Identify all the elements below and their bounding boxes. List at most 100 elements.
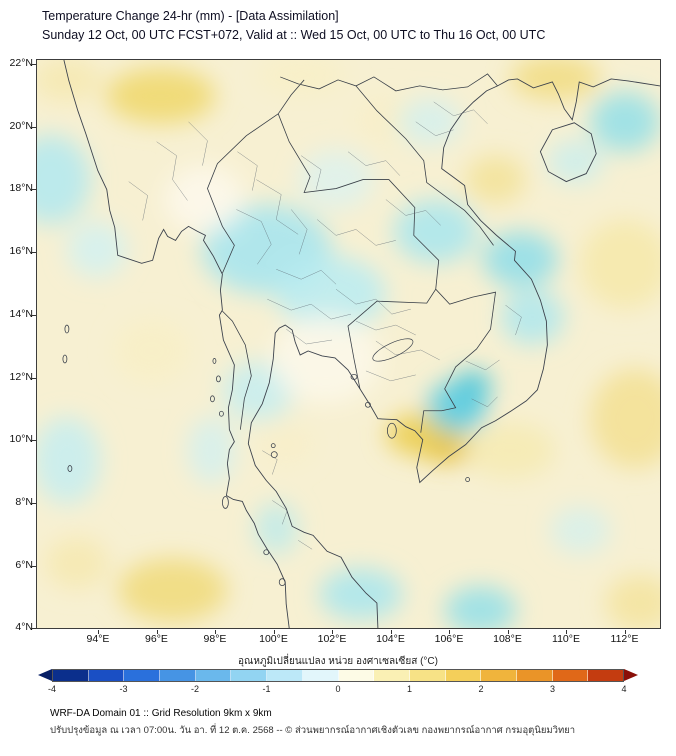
coastline [63,60,660,628]
colorbar-left-arrow [38,669,52,681]
lat-tick-label: 20°N [9,119,33,132]
field-blob [580,219,660,310]
model-info: WRF-DA Domain 01 :: Grid Resolution 9km … [50,708,272,719]
colorbar-right-arrow [624,669,638,681]
weather-map [36,59,661,629]
lat-tick-mark [31,502,36,504]
lat-tick-label: 14°N [9,307,33,320]
colorbar-segment [88,670,125,681]
field-blob [465,422,556,479]
colorbar-segment [552,670,589,681]
update-info: ปรับปรุงข้อมูล ณ เวลา 07:00น. วัน อา. ที… [50,725,576,736]
colorbar-tick-labels: -4 -3 -2 -1 0 1 2 3 4 [48,684,627,696]
colorbar-segment [588,670,623,681]
colorbar-segment [195,670,232,681]
colorbar-segment [267,670,303,681]
field-blob [117,558,228,623]
field-blob [500,289,565,345]
lon-tick-mark [566,630,567,634]
colorbar-tick-label: -1 [262,684,271,694]
temperature-field [37,60,660,628]
field-blob [256,60,346,95]
colorbar-title: อุณหภูมิเปลี่ยนแปลง หน่วย องศาเซลเซียส (… [238,656,438,667]
lat-tick-label: 6°N [15,558,33,571]
lon-tick-label: 108°E [493,633,522,645]
lat-tick-mark [31,565,36,567]
lat-tick-mark [31,189,36,191]
field-blob [258,423,315,464]
field-blob [298,149,374,210]
lon-tick-mark [273,630,275,634]
field-blob [37,134,91,225]
map-title: Temperature Change 24-hr (mm) - [Data As… [42,9,339,23]
map-canvas [37,60,660,628]
field-blob [393,199,478,264]
field-blob [113,319,190,383]
lat-tick-label: 8°N [15,495,33,508]
lat-tick-label: 4°N [15,621,33,634]
islands [62,324,471,587]
field-blob [66,221,127,278]
lat-tick-mark [31,628,36,630]
field-blob [44,537,109,590]
colorbar-tick-label: 3 [549,684,556,694]
field-blob [605,575,660,628]
colorbar-tick-label: -2 [190,684,200,694]
map-subtitle: Sunday 12 Oct, 00 UTC FCST+072, Valid at… [42,28,546,42]
colorbar-gradient [52,669,624,682]
colorbar-segment [445,670,482,681]
field-blob [590,368,660,469]
lat-tick-label: 22°N [9,57,33,69]
lon-tick-label: 98°E [203,633,227,645]
lat-tick-label: 18°N [9,182,33,195]
lat-tick-mark [31,252,36,254]
colorbar-tick-label: 0 [335,684,341,694]
colorbar-tick-label: -3 [119,684,128,694]
lat-tick-mark [31,440,36,442]
field-blob [254,502,299,555]
field-blob [590,91,660,152]
lon-tick-label: 104°E [376,633,405,645]
field-blob [423,437,472,464]
field-blob [105,67,216,124]
colorbar-segment [302,670,339,681]
field-blob [271,314,381,404]
lat-tick-mark [31,377,36,379]
colorbar-tick-label: 1 [406,684,413,694]
colorbar: อุณหภูมิเปลี่ยนแปลง หน่วย องศาเซลเซียส (… [38,654,638,696]
colorbar-segment [481,670,517,681]
lon-tick-mark [507,630,509,634]
lat-tick-label: 12°N [9,370,33,383]
field-blob [455,369,492,400]
colorbar-segment [160,670,196,681]
colorbar-segment [231,670,268,681]
colorbar-segment [53,670,89,681]
field-blob [547,139,604,184]
lon-tick-mark [449,630,450,634]
colorbar-segment [409,670,446,681]
colorbar-tick-label: 2 [478,684,484,694]
field-blob [187,416,236,485]
field-blob [164,165,245,234]
field-blob [37,60,102,102]
lat-tick-mark [31,314,36,316]
colorbar-segment [374,670,410,681]
lon-tick-label: 112°E [610,633,639,645]
country-borders [207,73,498,433]
lat-tick-mark [31,126,36,128]
lon-tick-label: 110°E [552,633,580,645]
lon-tick-label: 96°E [145,633,168,645]
colorbar-bar [38,669,638,682]
field-blob [37,416,101,505]
lon-tick-mark [156,630,158,634]
lat-tick-label: 16°N [9,245,33,258]
field-blob [276,256,386,333]
colorbar-segment [516,670,553,681]
field-blob [550,506,611,555]
tonle-sap-lake-outline [372,338,414,362]
lon-tick-label: 100°E [259,633,288,645]
field-blob [319,568,403,621]
colorbar-tick-label: 4 [621,684,627,694]
lon-tick-mark [215,630,216,634]
field-blob [444,586,517,628]
